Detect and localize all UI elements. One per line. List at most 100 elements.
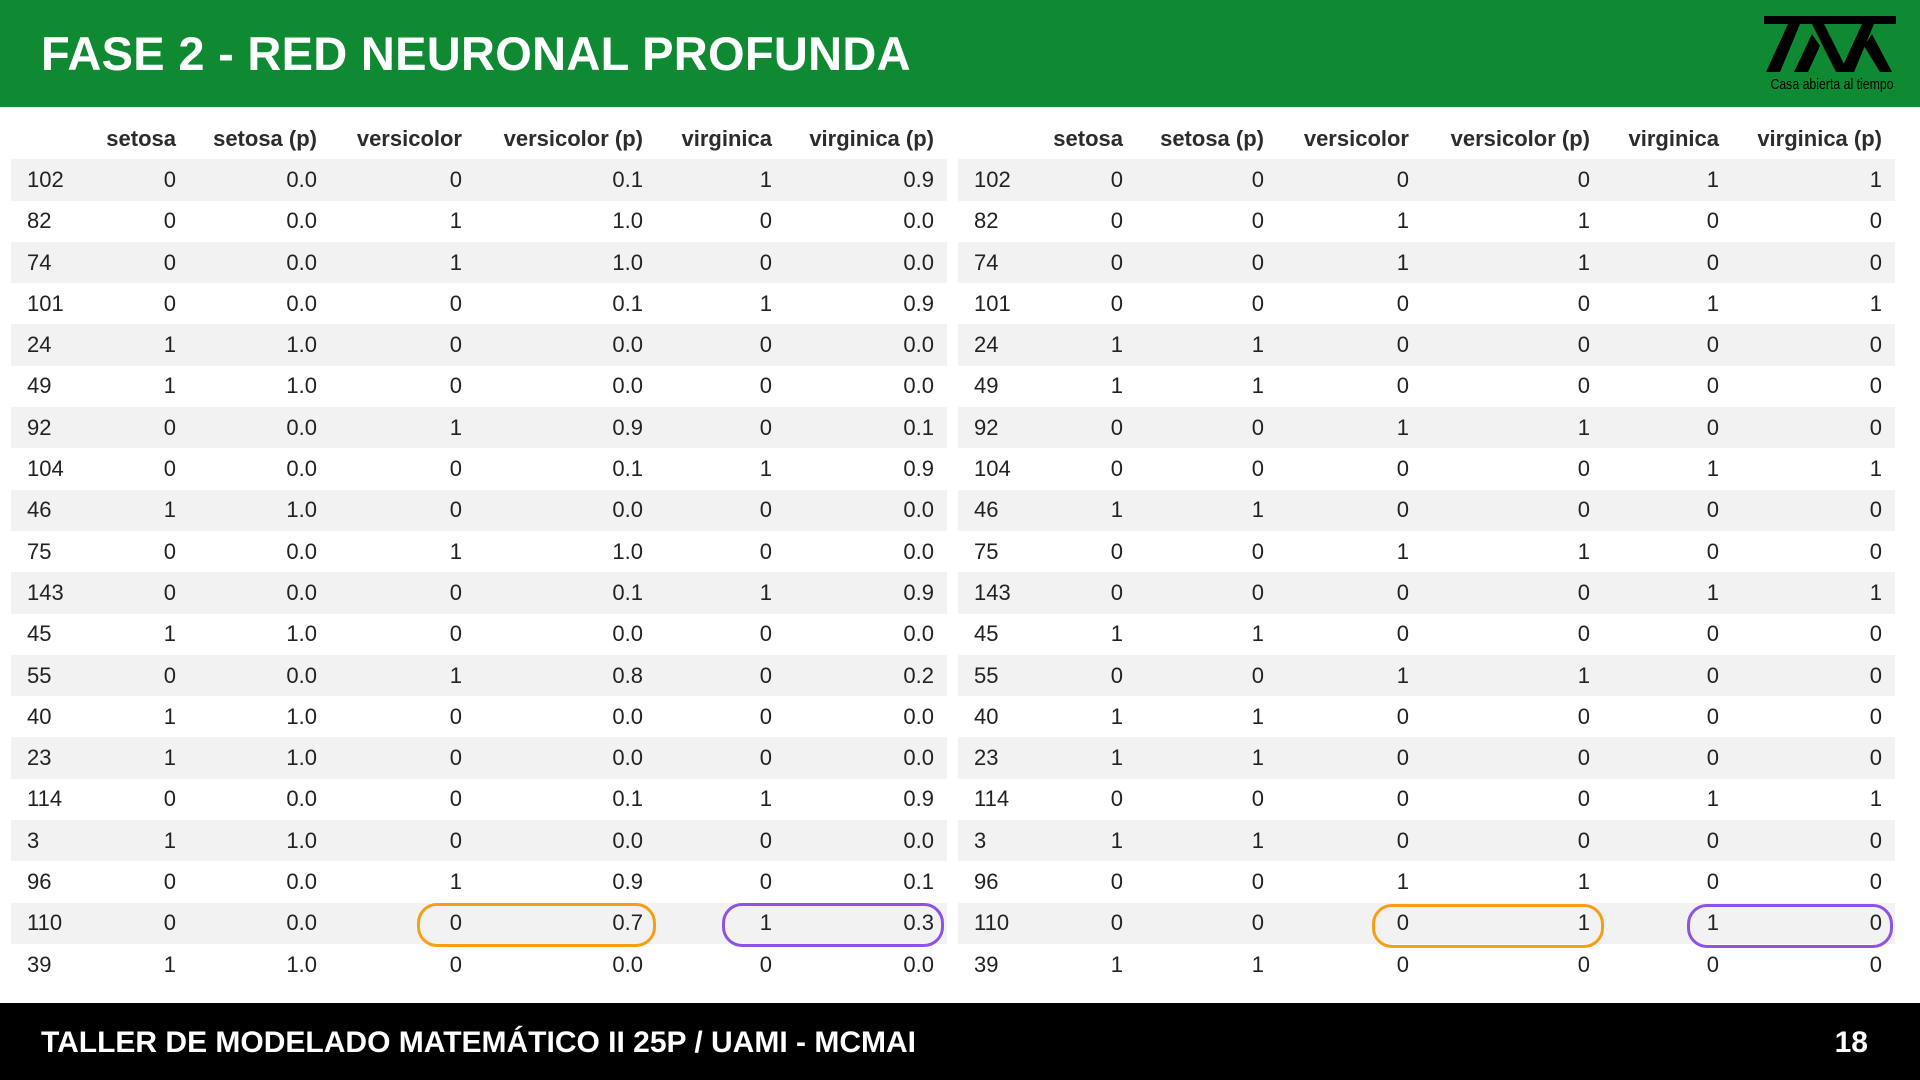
table-row: 40 1 1 0 0 0 0 (958, 696, 1895, 738)
table-row: 46 1 1 0 0 0 0 (958, 489, 1895, 531)
table-cell: 0 (656, 820, 785, 862)
table-cell: 0 (1031, 448, 1136, 490)
table-cell: 1 (1031, 324, 1136, 366)
table-cell: 0 (1031, 861, 1136, 903)
table-row: 92 0 0 1 1 0 0 (958, 407, 1895, 449)
table-cell: 0.0 (785, 820, 947, 862)
table-cell: 0.0 (189, 778, 330, 821)
table-cell: 0 (1277, 159, 1422, 201)
table-cell: 0 (1603, 365, 1732, 408)
table-cell: 0 (1732, 241, 1895, 284)
table-row: 23 1 1.0 0 0.0 0 0.0 (11, 737, 947, 779)
table-row: 143 0 0 0 0 1 1 (958, 572, 1895, 614)
table-cell: 1 (1603, 778, 1732, 821)
table-cell: 1 (1277, 407, 1422, 449)
table-cell: 1 (1277, 241, 1422, 284)
table-cell: 0 (1732, 902, 1895, 944)
table-cell: 0.0 (785, 696, 947, 738)
column-header: setosa (p) (1136, 118, 1277, 160)
table-cell: 0 (1031, 530, 1136, 573)
table-cell: 0.0 (189, 448, 330, 490)
row-index: 23 (958, 737, 1031, 779)
table-cell: 1 (1031, 737, 1136, 779)
table-cell: 1 (330, 530, 475, 573)
table-header-row: setosa setosa (p) versicolor versicolor (p)… (958, 118, 1895, 160)
table-cell: 0.0 (785, 943, 947, 986)
row-index: 39 (958, 943, 1031, 986)
table-cell: 1 (1422, 654, 1603, 697)
table-cell: 0 (1277, 448, 1422, 490)
table-row: 45 1 1 0 0 0 0 (958, 613, 1895, 655)
table-cell: 1.0 (189, 696, 330, 738)
table-cell: 0 (656, 943, 785, 986)
table-cell: 0 (84, 407, 189, 449)
table-cell: 1 (1136, 696, 1277, 738)
table-row: 24 1 1.0 0 0.0 0 0.0 (11, 324, 947, 366)
table-cell: 1 (84, 737, 189, 779)
table-cell: 0.0 (475, 943, 656, 986)
table-cell: 1 (1031, 365, 1136, 408)
table-cell: 0 (1136, 407, 1277, 449)
table-cell: 0 (1732, 737, 1895, 779)
table-cell: 0 (330, 448, 475, 490)
table-cell: 1 (1031, 943, 1136, 986)
table-cell: 0 (1031, 283, 1136, 325)
column-header: virginica (p) (785, 118, 947, 160)
row-index: 55 (11, 654, 84, 697)
row-index: 104 (958, 448, 1031, 490)
table-cell: 0 (84, 654, 189, 697)
table-cell: 1 (1031, 489, 1136, 531)
row-index: 74 (11, 241, 84, 284)
table-cell: 1.0 (189, 737, 330, 779)
table-cell: 1 (84, 696, 189, 738)
table-cell: 0.0 (785, 530, 947, 573)
table-cell: 1 (1422, 241, 1603, 284)
table-cell: 0 (1031, 159, 1136, 201)
table-cell: 1.0 (475, 530, 656, 573)
table-cell: 0 (330, 489, 475, 531)
table-cell: 1 (84, 820, 189, 862)
table-cell: 1.0 (189, 489, 330, 531)
table-cell: 0 (1277, 572, 1422, 614)
table-cell: 1 (1031, 613, 1136, 655)
table-row: 39 1 1 0 0 0 0 (958, 943, 1895, 986)
row-index: 92 (11, 407, 84, 449)
table-cell: 0.9 (475, 407, 656, 449)
table-cell: 0 (1136, 861, 1277, 903)
table-cell: 0.0 (189, 861, 330, 903)
row-index: 101 (958, 283, 1031, 325)
table-cell: 1 (1277, 654, 1422, 697)
table-row: 55 0 0.0 1 0.8 0 0.2 (11, 654, 947, 697)
column-header: virginica (1603, 118, 1732, 160)
table-cell: 0 (330, 902, 475, 944)
table-cell: 1 (84, 943, 189, 986)
table-cell: 0.0 (785, 365, 947, 408)
column-header: setosa (84, 118, 189, 160)
table-cell: 1 (1136, 324, 1277, 366)
table-cell: 0.0 (189, 654, 330, 697)
column-header: setosa (p) (189, 118, 330, 160)
table-cell: 0 (1031, 572, 1136, 614)
table-cell: 0 (1136, 448, 1277, 490)
table-cell: 0 (656, 696, 785, 738)
table-cell: 0 (1732, 407, 1895, 449)
table-cell: 0 (1603, 696, 1732, 738)
table-cell: 1.0 (189, 324, 330, 366)
table-cell: 1 (1603, 572, 1732, 614)
table-cell: 0 (1136, 572, 1277, 614)
table-cell: 0.2 (785, 654, 947, 697)
row-index: 104 (11, 448, 84, 490)
table-row: 110 0 0.0 0 0.7 1 0.3 (11, 902, 947, 944)
column-header: versicolor (p) (475, 118, 656, 160)
table-row: 45 1 1.0 0 0.0 0 0.0 (11, 613, 947, 655)
column-header: virginica (656, 118, 785, 160)
table-cell: 0 (656, 737, 785, 779)
row-index: 46 (11, 489, 84, 531)
table-cell: 0 (1136, 241, 1277, 284)
row-index: 49 (11, 365, 84, 408)
table-cell: 0 (84, 241, 189, 284)
row-index: 3 (958, 820, 1031, 862)
table-cell: 0 (1422, 572, 1603, 614)
table-cell: 0 (330, 324, 475, 366)
